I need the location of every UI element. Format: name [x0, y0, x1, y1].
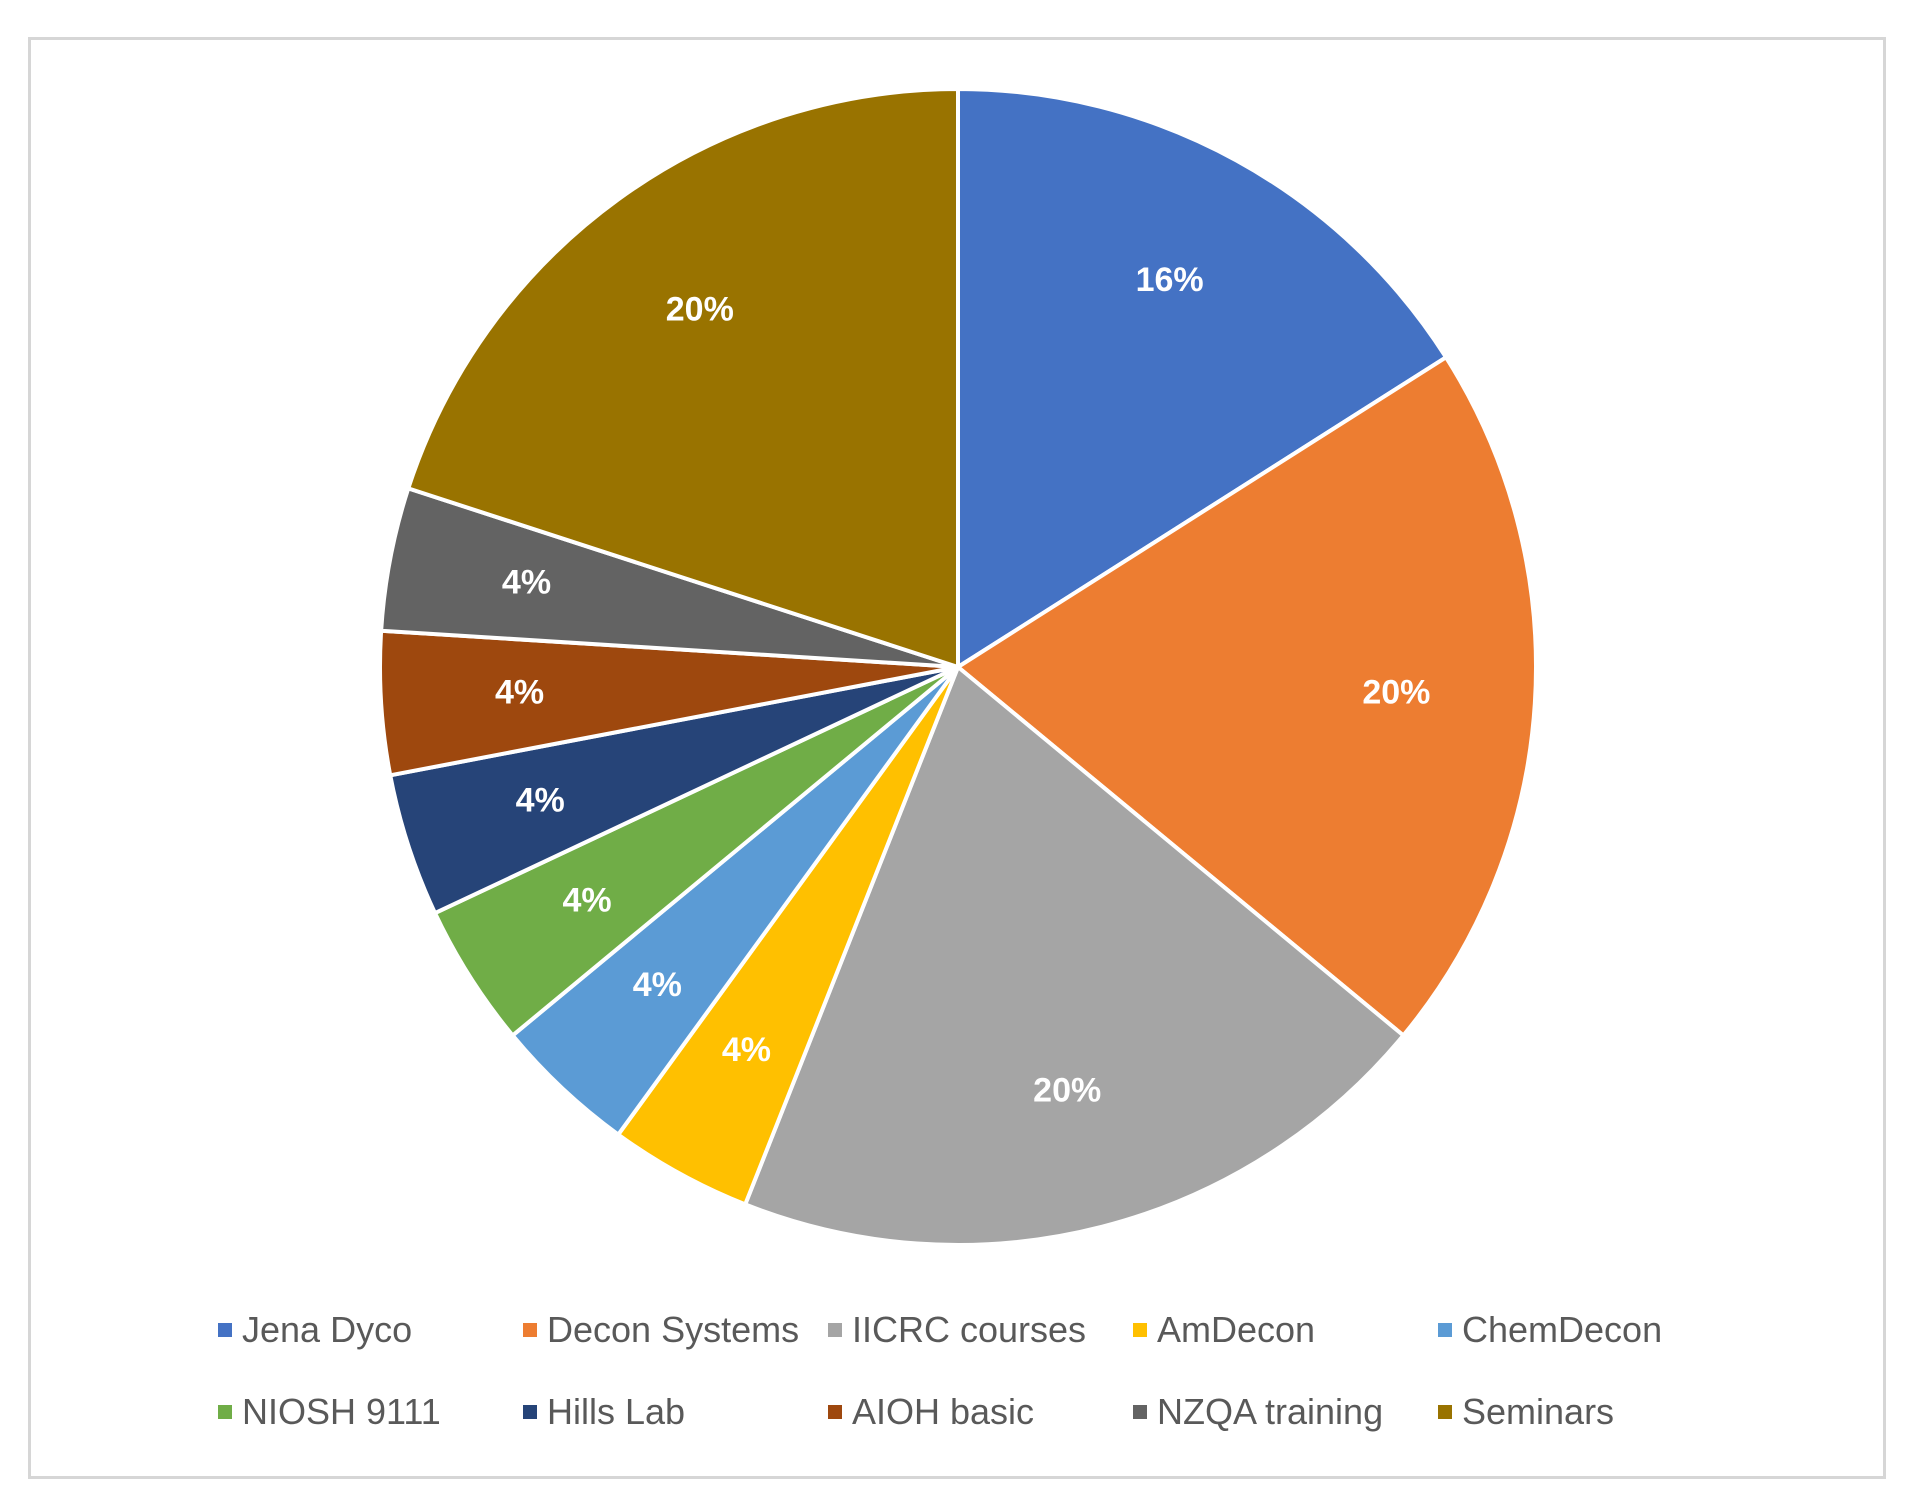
legend-swatch [218, 1405, 232, 1419]
legend-swatch [1438, 1323, 1452, 1337]
legend-label: Decon Systems [547, 1309, 800, 1350]
legend-label: ChemDecon [1462, 1309, 1663, 1350]
data-label-chemdecon: 4% [633, 966, 682, 1004]
legend-swatch [523, 1405, 537, 1419]
legend-item-nzqa-training: NZQA training [1133, 1390, 1438, 1434]
pie-slice-iicrc-courses [743, 665, 1406, 1247]
legend-swatch [828, 1405, 842, 1419]
legend-swatch [1133, 1405, 1147, 1419]
legend-swatch [218, 1323, 232, 1337]
legend-label: NIOSH 9111 [242, 1391, 441, 1432]
legend-item-jena-dyco: Jena Dyco [218, 1308, 523, 1352]
legend-swatch [1133, 1323, 1147, 1337]
data-label-jena-dyco: 16% [1136, 261, 1204, 299]
legend-label: AmDecon [1157, 1309, 1316, 1350]
legend-label: Jena Dyco [242, 1309, 413, 1350]
data-label-seminars: 20% [666, 291, 734, 329]
legend-item-hills-lab: Hills Lab [523, 1390, 828, 1434]
data-label-amdecon: 4% [722, 1031, 771, 1069]
legend-label: IICRC courses [852, 1309, 1087, 1350]
pie-slice-seminars [406, 87, 960, 669]
legend-item-niosh-9111: NIOSH 9111 [218, 1390, 523, 1434]
data-label-nzqa-training: 4% [502, 564, 551, 602]
legend-swatch [828, 1323, 842, 1337]
data-label-niosh-9111: 4% [563, 881, 612, 919]
pie-slice-decon-systems [956, 355, 1538, 1038]
legend-swatch [523, 1323, 537, 1337]
legend-item-chemdecon: ChemDecon [1438, 1308, 1743, 1352]
data-label-decon-systems: 20% [1362, 674, 1430, 712]
chart-legend: Jena Dyco Decon Systems IICRC courses AmDec… [218, 1308, 1718, 1434]
legend-label: NZQA training [1157, 1391, 1384, 1432]
data-label-hills-lab: 4% [516, 782, 565, 820]
pie-slices [378, 87, 1538, 1247]
pie-slice-jena-dyco [956, 87, 1449, 669]
legend-label: AIOH basic [852, 1391, 1035, 1432]
legend-label: Hills Lab [547, 1391, 686, 1432]
data-label-aioh-basic: 4% [495, 674, 544, 712]
legend-label: Seminars [1462, 1391, 1615, 1432]
legend-swatch [1438, 1405, 1452, 1419]
data-label-iicrc-courses: 20% [1033, 1071, 1101, 1109]
legend-item-aioh-basic: AIOH basic [828, 1390, 1133, 1434]
legend-item-amdecon: AmDecon [1133, 1308, 1438, 1352]
legend-item-iicrc-courses: IICRC courses [828, 1308, 1133, 1352]
legend-item-decon-systems: Decon Systems [523, 1308, 828, 1352]
pie-data-labels: 16% 20% 20% 4% 4% 4% 4% 4% 4% 20% [495, 261, 1430, 1109]
legend-item-seminars: Seminars [1438, 1390, 1743, 1434]
